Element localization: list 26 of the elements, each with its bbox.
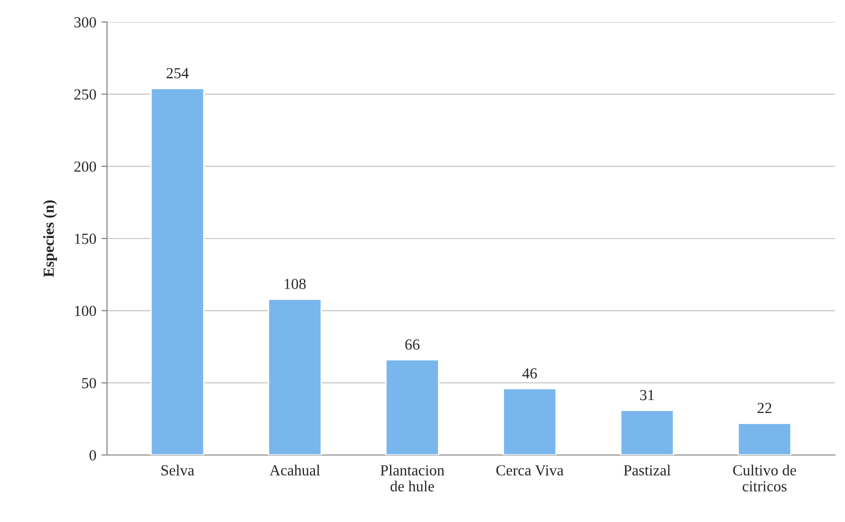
- data-label: 66: [405, 339, 420, 350]
- bar: [150, 88, 205, 455]
- bar: [268, 298, 322, 455]
- data-label: 254: [166, 68, 189, 78]
- y-tick-label: 150: [75, 234, 96, 244]
- y-tick-label: 50: [82, 378, 96, 388]
- data-label: 108: [284, 278, 306, 290]
- x-tick-label: Cultivo de citricos: [733, 464, 796, 492]
- bar: [620, 410, 674, 455]
- x-tick-label: Selva: [162, 464, 194, 476]
- data-label: 31: [640, 390, 654, 400]
- y-tick-label: 250: [74, 89, 96, 100]
- y-tick-label: 0: [90, 450, 96, 460]
- y-tick-label: 100: [75, 306, 96, 316]
- bar: [502, 388, 557, 455]
- y-axis-title: Especies (n): [43, 200, 57, 278]
- x-tick-label: Cerca Viva: [496, 465, 564, 476]
- data-label: 46: [522, 368, 537, 379]
- y-tick-label: 300: [74, 17, 96, 28]
- bar: [385, 359, 440, 455]
- bar: [737, 422, 792, 455]
- x-tick-label: Plantacion de hule: [380, 464, 444, 492]
- x-tick-label: Pastizal: [624, 464, 671, 476]
- data-label: 22: [758, 402, 772, 414]
- x-tick-label: Acahual: [270, 464, 320, 476]
- y-tick-label: 200: [74, 161, 96, 172]
